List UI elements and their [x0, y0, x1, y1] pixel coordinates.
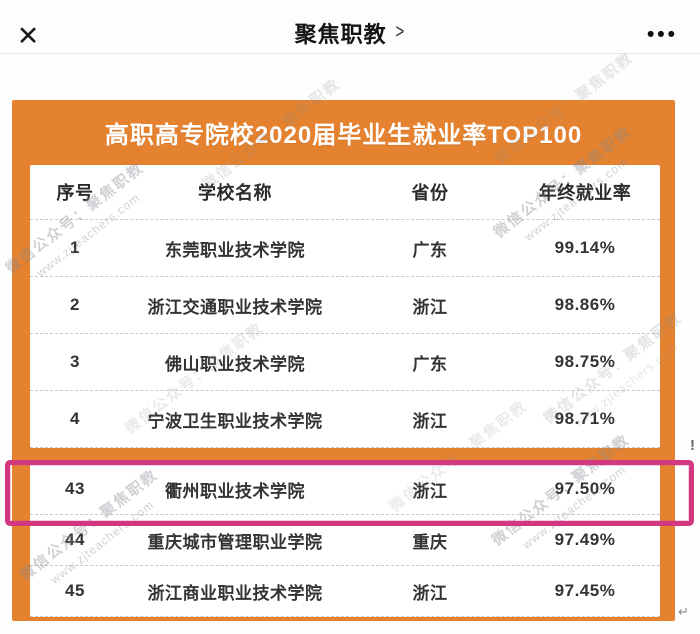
- account-title[interactable]: 聚焦职教 >: [295, 17, 406, 49]
- table-title: 高职高专院校2020届毕业生就业率TOP100: [104, 122, 583, 149]
- table-splice-gap: [12, 448, 675, 464]
- rate-cell: 98.86%: [554, 295, 616, 314]
- table-row: 4 宁波卫生职业技术学院 浙江 98.71%: [30, 391, 660, 448]
- table-section-top: 序号 学校名称 省份 年终就业率 1 东莞职业技术学院 广东 99.14% 2 …: [30, 165, 660, 448]
- province-cell: 广东: [412, 240, 448, 260]
- school-cell: 东莞职业技术学院: [165, 240, 305, 260]
- rank-cell: 43: [65, 479, 85, 498]
- school-cell: 宁波卫生职业技术学院: [147, 411, 323, 431]
- province-cell: 浙江: [412, 583, 448, 603]
- school-cell: 浙江商业职业技术学院: [147, 583, 323, 603]
- table-section-bottom: 43 衢州职业技术学院 浙江 97.50% 44 重庆城市管理职业学院 重庆 9…: [30, 464, 660, 617]
- province-cell: 浙江: [412, 411, 448, 431]
- school-cell: 佛山职业技术学院: [165, 354, 305, 374]
- page-title[interactable]: 聚焦职教: [294, 21, 387, 47]
- school-cell: 重庆城市管理职业学院: [147, 532, 323, 552]
- province-cell: 浙江: [412, 481, 448, 501]
- rank-cell: 44: [65, 530, 85, 549]
- rank-cell: 2: [70, 295, 80, 314]
- rate-cell: 99.14%: [554, 238, 616, 257]
- province-cell: 重庆: [412, 532, 448, 552]
- rank-cell: 45: [65, 581, 85, 600]
- rate-cell: 98.75%: [554, 352, 616, 371]
- school-cell: 浙江交通职业技术学院: [147, 297, 323, 317]
- rows-top: 1 东莞职业技术学院 广东 99.14% 2 浙江交通职业技术学院 浙江 98.…: [30, 220, 660, 448]
- table-row: 2 浙江交通职业技术学院 浙江 98.86%: [30, 277, 660, 334]
- rows-bottom: 43 衢州职业技术学院 浙江 97.50% 44 重庆城市管理职业学院 重庆 9…: [30, 464, 660, 617]
- artifact-mark: !: [690, 437, 695, 454]
- close-icon[interactable]: ✕: [16, 21, 40, 51]
- table-row-highlighted: 43 衢州职业技术学院 浙江 97.50%: [30, 464, 660, 515]
- rank-cell: 1: [70, 238, 80, 257]
- province-cell: 广东: [412, 354, 448, 374]
- return-mark-icon: ↵: [678, 604, 689, 619]
- column-header-province: 省份: [411, 183, 449, 203]
- employment-ranking-panel: 高职高专院校2020届毕业生就业率TOP100 序号 学校名称 省份 年终就业率…: [12, 100, 675, 621]
- school-cell: 衢州职业技术学院: [165, 481, 305, 501]
- rank-cell: 4: [70, 409, 80, 428]
- column-header-school: 学校名称: [198, 183, 272, 203]
- table-row: 1 东莞职业技术学院 广东 99.14%: [30, 220, 660, 277]
- rate-cell: 97.45%: [554, 581, 616, 600]
- table-row: 3 佛山职业技术学院 广东 98.75%: [30, 334, 660, 391]
- table-row: 44 重庆城市管理职业学院 重庆 97.49%: [30, 515, 660, 566]
- rate-cell: 97.50%: [554, 479, 616, 498]
- province-cell: 浙江: [412, 297, 448, 317]
- chevron-right-icon: >: [395, 21, 404, 43]
- table-header-row: 序号 学校名称 省份 年终就业率: [30, 165, 660, 220]
- rate-cell: 98.71%: [554, 409, 616, 428]
- column-header-rank: 序号: [56, 183, 94, 203]
- rate-cell: 97.49%: [554, 530, 616, 549]
- column-header-rate: 年终就业率: [538, 183, 632, 203]
- rank-cell: 3: [70, 352, 80, 371]
- table-row: 45 浙江商业职业技术学院 浙江 97.45%: [30, 566, 660, 617]
- more-icon[interactable]: •••: [646, 23, 678, 46]
- topbar: ✕ 聚焦职教 > •••: [0, 0, 700, 54]
